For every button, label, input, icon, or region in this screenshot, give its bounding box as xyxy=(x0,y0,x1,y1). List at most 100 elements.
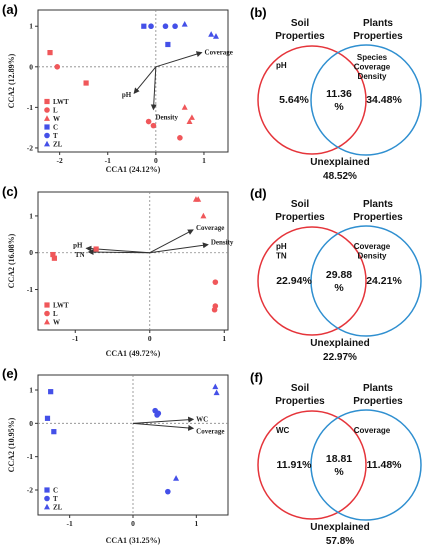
arrow-label: Coverage xyxy=(196,427,224,435)
data-point xyxy=(93,246,99,252)
panel-label: (a) xyxy=(2,2,18,17)
data-point xyxy=(141,23,147,29)
data-point xyxy=(162,23,169,30)
x-tick-label: -2 xyxy=(57,156,63,165)
soil-title-line: Properties xyxy=(275,212,325,223)
legend-label: L xyxy=(53,107,58,115)
soil-only-percentage: 11.91% xyxy=(276,459,312,471)
cca-plot-3: (e) -1 0 1 -2 -1 0 1 CCA1 (31.25%) CCA2 (10.95%) W… xyxy=(2,366,229,545)
data-point xyxy=(212,279,219,285)
data-point xyxy=(212,383,219,390)
x-tick-label: 0 xyxy=(154,156,158,165)
plants-variable: Coverage xyxy=(354,242,391,251)
panel-label: (b) xyxy=(250,5,267,20)
arrow-label: Density xyxy=(155,113,178,121)
y-tick-label: 0 xyxy=(29,248,33,257)
x-axis-title: CCA1 (31.25%) xyxy=(106,536,161,545)
panel-label: (e) xyxy=(2,366,18,381)
plot-frame xyxy=(37,9,229,153)
y-tick-label: 0 xyxy=(29,62,33,71)
legend-marker xyxy=(44,318,50,325)
legend-marker xyxy=(44,495,50,502)
data-point xyxy=(186,118,193,124)
legend-marker xyxy=(44,302,50,308)
plants-only-percentage: 11.48% xyxy=(366,459,402,471)
legend-label: W xyxy=(53,319,60,327)
legend-label: LWT xyxy=(53,302,69,310)
panel-label: (c) xyxy=(2,184,18,199)
data-point xyxy=(48,389,54,395)
y-tick-label: -1 xyxy=(27,285,33,294)
data-point xyxy=(150,122,157,129)
data-point xyxy=(211,306,218,313)
x-tick-label: -1 xyxy=(105,156,111,165)
data-point xyxy=(188,114,195,120)
plants-properties-circle xyxy=(310,225,422,337)
venn-diagram-1: (b) Soil Properties Plants Properties pH Speci… xyxy=(250,5,422,182)
x-axis-title: CCA1 (24.12%) xyxy=(106,165,161,174)
biplot-arrow xyxy=(155,51,203,68)
data-point xyxy=(177,135,183,141)
plants-only-percentage: 24.21% xyxy=(366,275,402,287)
y-tick-label: -1 xyxy=(27,452,33,461)
data-point xyxy=(165,41,171,48)
data-point xyxy=(181,21,188,27)
legend-label: ZL xyxy=(53,504,63,512)
soil-only-percentage: 22.94% xyxy=(276,275,312,287)
data-point xyxy=(165,488,171,495)
plot-frame xyxy=(37,191,229,331)
data-point xyxy=(155,410,162,417)
legend-label: C xyxy=(53,124,58,132)
legend-label: ZL xyxy=(53,141,63,149)
legend-label: W xyxy=(53,115,60,123)
plants-variable: Species xyxy=(357,53,388,62)
panel-label: (d) xyxy=(250,186,267,201)
data-point xyxy=(47,50,53,56)
soil-title-line: Properties xyxy=(275,31,325,42)
y-tick-label: -1 xyxy=(27,103,33,112)
y-axis-title: CCA2 (10.95%) xyxy=(7,417,16,472)
biplot-arrow xyxy=(149,242,209,254)
data-point xyxy=(172,23,178,30)
soil-properties-circle xyxy=(257,410,367,520)
plants-properties-circle xyxy=(310,44,422,156)
overlap-percentage: 18.81 xyxy=(326,453,352,465)
plants-variable: Density xyxy=(358,252,387,261)
legend-marker xyxy=(44,107,50,113)
legend-marker xyxy=(44,140,50,147)
legend-marker xyxy=(44,132,50,139)
panel-label: (f) xyxy=(250,370,263,385)
arrow-label: pH xyxy=(73,241,83,249)
arrow-label: WC xyxy=(196,415,208,423)
venn-diagrams: (b) Soil Properties Plants Properties pH Speci… xyxy=(250,5,422,547)
overlap-percentage-unit: % xyxy=(334,101,344,113)
data-point xyxy=(200,212,207,219)
data-point xyxy=(145,118,152,125)
unexplained-label: Unexplained xyxy=(310,522,369,533)
y-tick-label: 1 xyxy=(29,386,33,395)
legend-label: LWT xyxy=(53,98,69,106)
biplot-arrow xyxy=(87,249,150,256)
arrow-label: Coverage xyxy=(196,224,224,232)
legend-marker xyxy=(44,115,50,121)
legend-marker xyxy=(44,124,50,130)
data-point xyxy=(208,31,215,37)
x-tick-label: -1 xyxy=(67,519,73,528)
soil-title-line: Properties xyxy=(275,396,325,407)
soil-variable: pH xyxy=(276,242,287,251)
biplot-arrow xyxy=(150,66,157,111)
unexplained-percentage: 22.97% xyxy=(323,352,357,363)
unexplained-label: Unexplained xyxy=(310,157,369,168)
soil-variable: WC xyxy=(276,426,290,435)
data-point xyxy=(83,80,89,86)
x-tick-label: 0 xyxy=(131,519,135,528)
plants-properties-circle xyxy=(310,409,422,521)
y-axis-title: CCA2 (16.08%) xyxy=(7,233,16,288)
overlap-percentage-unit: % xyxy=(334,282,344,294)
cca-plots: (a) -2 -1 0 1 -2 -1 0 1 CCA1 (24.12%) CCA2 (12.89%… xyxy=(2,2,234,545)
data-point xyxy=(50,251,56,258)
soil-variable: TN xyxy=(276,252,287,261)
legend-marker xyxy=(44,503,50,510)
plants-variable: Coverage xyxy=(354,63,391,72)
plants-title-line: Properties xyxy=(353,396,403,407)
